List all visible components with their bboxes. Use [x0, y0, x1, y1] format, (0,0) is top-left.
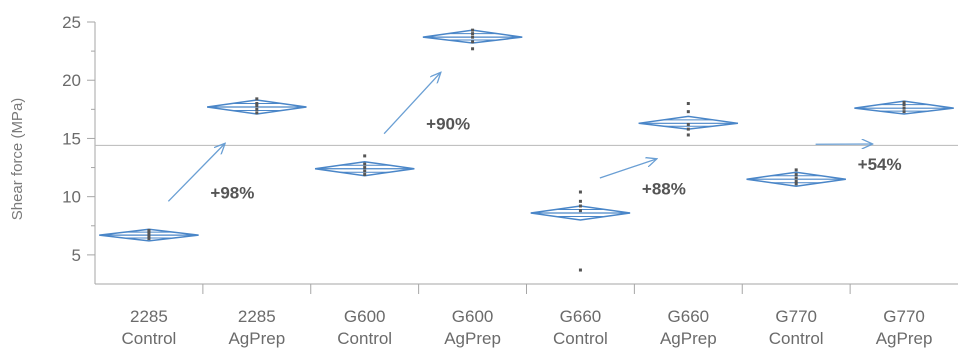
- data-point: [578, 190, 582, 194]
- data-point: [686, 110, 690, 114]
- data-point: [578, 204, 582, 208]
- data-point: [471, 35, 475, 39]
- y-tick-label-10: 10: [62, 188, 81, 207]
- data-point: [363, 166, 367, 170]
- data-point: [686, 122, 690, 126]
- data-point: [794, 176, 798, 180]
- y-axis-title: Shear force (MPa): [9, 98, 26, 221]
- increase-arrow: [167, 144, 224, 202]
- data-point: [902, 100, 906, 104]
- data-point: [255, 107, 259, 111]
- data-point: [147, 228, 151, 232]
- x-category-label: G660 Control: [553, 307, 608, 348]
- increase-label: +98%: [210, 184, 254, 203]
- data-point: [147, 234, 151, 238]
- data-point: [255, 102, 259, 106]
- data-point: [794, 173, 798, 177]
- data-point: [902, 106, 906, 110]
- y-tick-label-5: 5: [72, 246, 81, 265]
- x-category-label: G600 Control: [337, 307, 392, 348]
- x-category-label: G660 AgPrep: [660, 307, 717, 348]
- data-point: [363, 162, 367, 166]
- data-points-layer: [147, 28, 906, 272]
- data-point: [471, 32, 475, 36]
- increase-arrow: [383, 73, 440, 135]
- data-point: [578, 268, 582, 272]
- x-category-label: G770 AgPrep: [876, 307, 933, 348]
- data-point: [471, 28, 475, 32]
- x-category-label: G770 Control: [769, 307, 824, 348]
- data-point: [686, 102, 690, 106]
- data-point: [255, 104, 259, 108]
- y-tick-label-20: 20: [62, 71, 81, 90]
- data-point: [363, 154, 367, 158]
- x-category-label: 2285 AgPrep: [228, 307, 285, 348]
- data-point: [363, 169, 367, 173]
- data-point: [686, 133, 690, 137]
- increase-label: +54%: [858, 155, 902, 174]
- data-point: [902, 103, 906, 107]
- data-point: [794, 168, 798, 172]
- data-point: [147, 237, 151, 241]
- annotations-layer: +98% +90% +88% +54%: [167, 73, 902, 203]
- increase-label: +88%: [642, 180, 686, 199]
- data-point: [686, 127, 690, 131]
- data-point: [902, 110, 906, 114]
- x-category-label: G600 AgPrep: [444, 307, 501, 348]
- data-point: [794, 180, 798, 184]
- data-point: [578, 209, 582, 213]
- data-point: [471, 47, 475, 51]
- data-point: [255, 111, 259, 115]
- y-tick-label-15: 15: [62, 129, 81, 148]
- data-point: [578, 199, 582, 203]
- y-tick-label-25: 25: [62, 13, 81, 32]
- data-point: [363, 173, 367, 177]
- axes: 5 10 15 20 25 2285 Control 2285 AgPrep G600 Contro…: [62, 13, 958, 348]
- increase-arrow: [599, 159, 656, 179]
- increase-label: +90%: [426, 114, 470, 133]
- data-point: [794, 182, 798, 186]
- data-point: [255, 97, 259, 101]
- diamonds-layer: [99, 29, 954, 242]
- x-category-label: 2285 Control: [122, 307, 177, 348]
- data-point: [471, 40, 475, 44]
- data-point: [147, 232, 151, 236]
